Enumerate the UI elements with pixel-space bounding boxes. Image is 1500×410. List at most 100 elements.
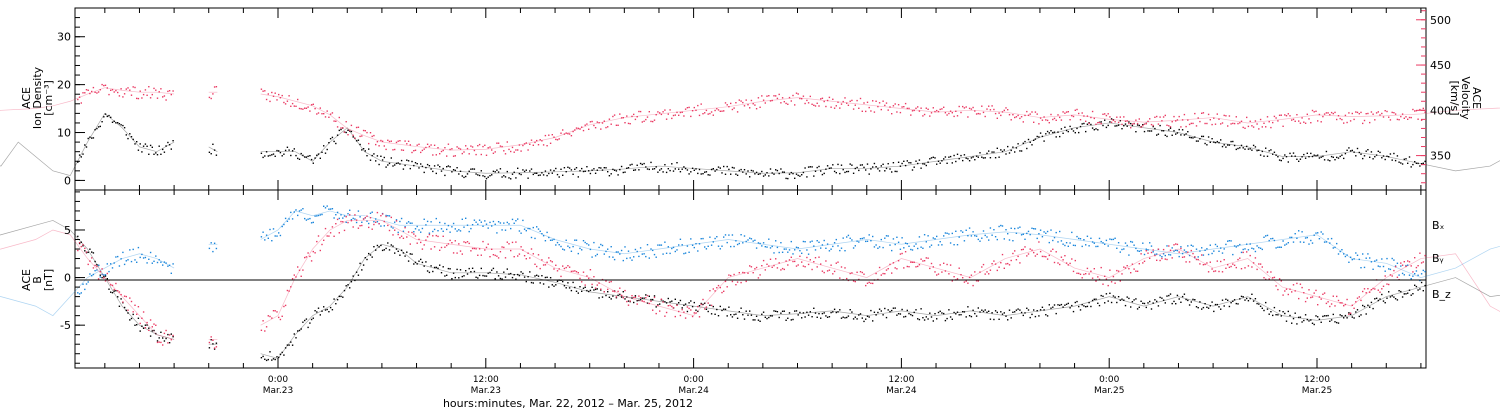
data-point [558,176,560,178]
data-point [1156,300,1158,303]
data-point [309,110,311,112]
data-point [709,174,711,176]
data-point [946,114,948,116]
data-point [1034,315,1037,318]
data-point [903,316,905,318]
data-point [1251,293,1253,295]
data-point [1085,273,1087,275]
data-point [1320,231,1322,233]
data-point [1398,161,1400,163]
data-point [1110,238,1113,241]
data-point [1356,254,1359,256]
data-point [1341,302,1343,304]
data-point [1351,149,1353,152]
data-point [1057,114,1059,116]
data-point [340,128,342,131]
data-point [686,107,689,109]
data-point [1171,302,1173,305]
data-point [151,146,153,148]
data-point [394,252,396,254]
data-point [1355,252,1357,254]
data-point [915,243,917,245]
data-point [373,221,375,223]
data-point [265,98,268,101]
data-point [343,215,346,217]
data-point [1360,314,1362,316]
data-point [820,98,822,100]
data-point [844,317,846,319]
data-point [607,288,609,291]
data-point [1038,241,1040,243]
data-point [702,173,704,175]
data-point [355,271,358,273]
data-point [570,289,573,292]
data-point [115,122,117,124]
data-point [1344,152,1347,155]
data-point [811,316,813,318]
data-point [806,176,808,178]
data-point [1078,305,1080,308]
data-point [286,146,289,148]
data-point [994,236,997,238]
data-point [1268,121,1270,123]
data-point [1197,256,1199,258]
data-point [993,108,995,111]
data-point [1266,155,1269,157]
data-point [1088,245,1090,247]
data-point [811,240,813,242]
data-point [627,304,630,306]
data-point [684,167,687,170]
data-point [423,218,425,220]
data-point [144,143,147,145]
data-point [752,240,754,242]
data-point [489,256,491,258]
data-point [271,240,273,242]
data-point [970,108,973,110]
data-point [1181,252,1184,255]
series-by-points-1 [208,242,218,253]
data-point [1343,317,1345,319]
data-point [409,167,411,170]
data-point [459,148,462,150]
data-point [1280,280,1282,282]
data-point [364,257,366,259]
data-point [416,225,418,228]
data-point [1072,244,1075,246]
data-point [773,264,775,267]
data-point [326,205,328,207]
data-point [998,156,1000,158]
data-point [1124,242,1127,244]
data-point [1053,131,1056,133]
data-point [1396,262,1399,264]
data-point [1062,259,1064,261]
data-point [965,229,967,231]
data-point [730,245,732,248]
data-point [1230,265,1232,268]
data-point [106,115,108,118]
data-point [801,317,803,319]
data-point [1019,150,1021,152]
data-point [1142,262,1144,264]
data-point [458,243,460,245]
data-point [1252,126,1255,128]
data-point [1310,296,1312,299]
data-point [769,247,772,249]
data-point [326,235,328,237]
data-point [915,107,917,109]
data-point [949,264,952,266]
data-point [357,126,360,128]
data-point [835,238,837,241]
data-point [312,162,314,164]
data-point [1057,262,1059,264]
data-point [1270,238,1272,240]
data-point [991,263,993,265]
data-point [167,342,169,344]
data-point [369,254,372,256]
data-point [1332,247,1334,249]
data-point [1216,113,1218,115]
data-point [1211,123,1213,126]
data-point [1192,298,1194,301]
data-point [814,249,817,251]
data-point [1287,293,1289,296]
data-point [1227,144,1229,146]
